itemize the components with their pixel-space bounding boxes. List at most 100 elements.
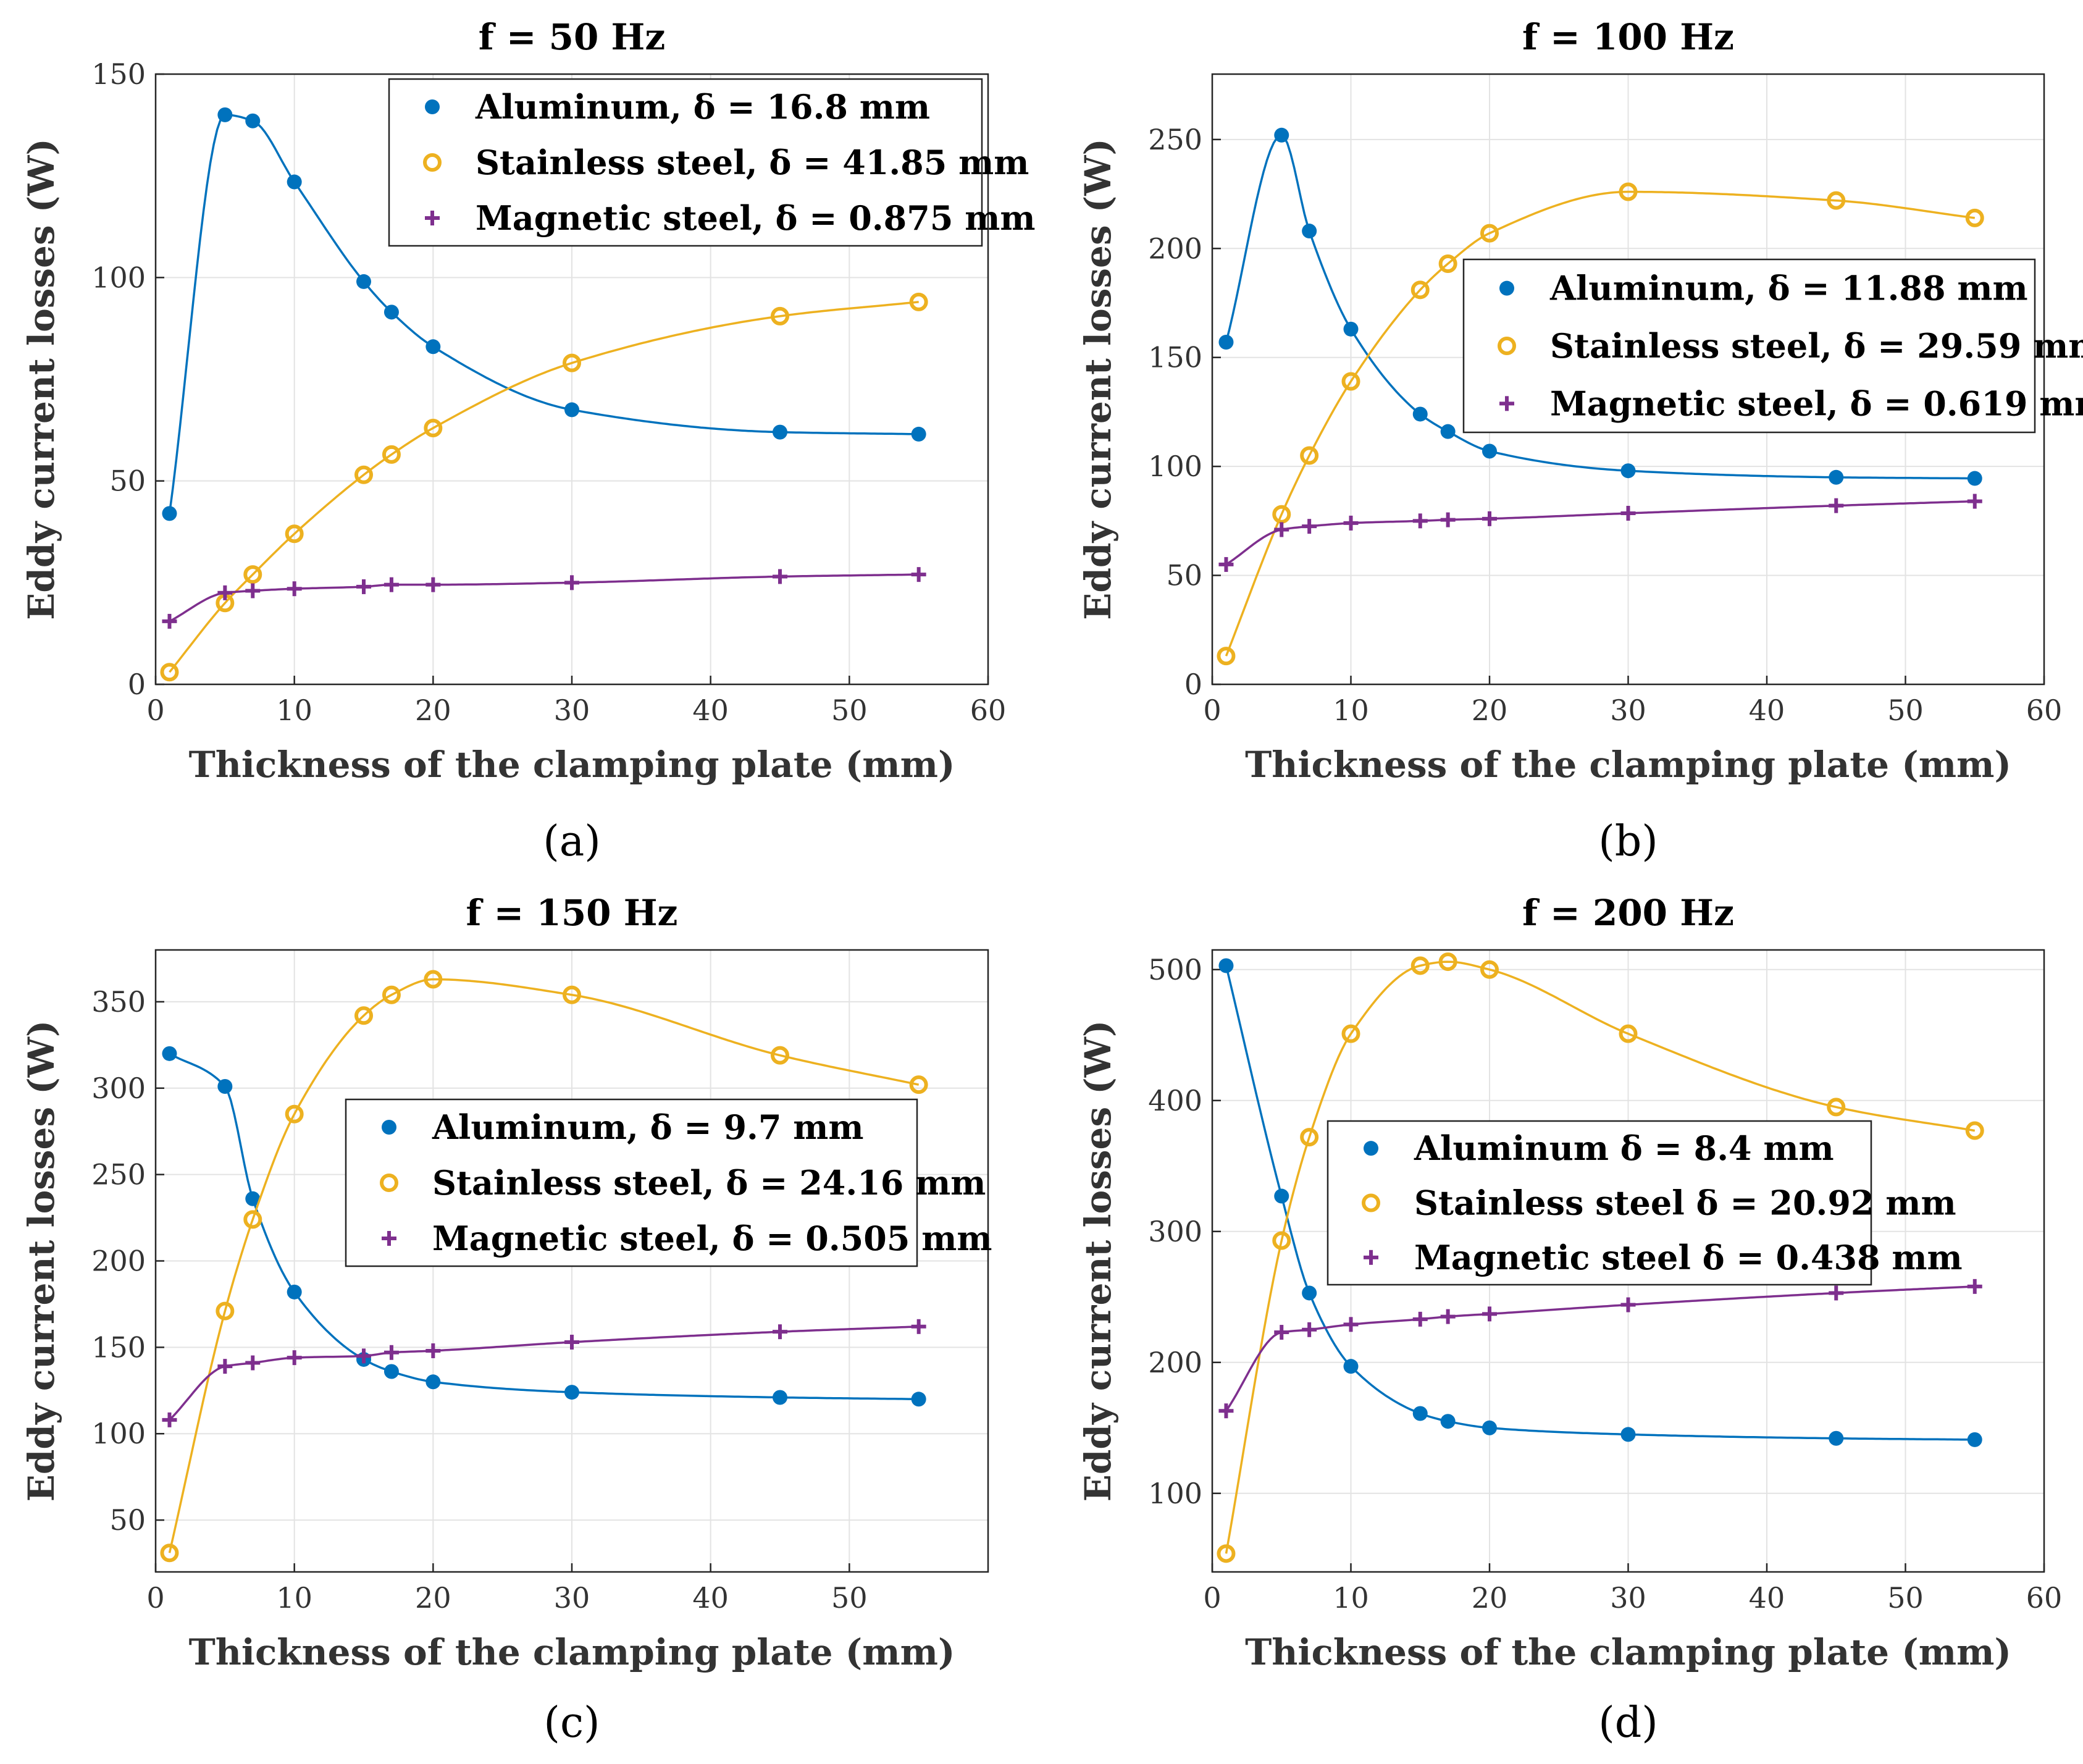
legend-marker (1362, 1193, 1380, 1212)
data-point (1482, 443, 1497, 459)
data-point (1217, 1544, 1236, 1563)
data-point (285, 524, 304, 544)
data-point (216, 1301, 235, 1321)
y-tick-label: 100 (91, 261, 146, 294)
data-point (245, 113, 261, 128)
data-point (1218, 1403, 1234, 1419)
data-point (217, 1078, 233, 1094)
chart-title: f = 100 Hz (1522, 16, 1734, 58)
legend-marker (1364, 1141, 1378, 1156)
data-point (1300, 1128, 1319, 1147)
data-point (1218, 958, 1234, 973)
y-tick-label: 300 (1148, 1215, 1202, 1248)
series-1 (160, 970, 928, 1563)
series-0 (1218, 127, 1982, 486)
legend-entry: Stainless steel, δ = 29.59 mm (1550, 326, 2083, 366)
data-point (425, 339, 441, 355)
legend-marker (423, 153, 442, 172)
data-point (1965, 208, 1984, 227)
data-point (773, 569, 787, 584)
data-point (1302, 224, 1317, 239)
legend-entry: Magnetic steel, δ = 0.875 mm (476, 198, 1035, 238)
data-point (1482, 511, 1497, 526)
x-tick-label: 20 (415, 694, 451, 727)
data-point (1412, 513, 1428, 529)
legend-box (388, 78, 983, 247)
x-tick-label: 30 (554, 694, 590, 727)
data-point (1829, 469, 1844, 485)
y-tick-label: 0 (128, 668, 146, 701)
legend: Aluminum δ = 8.4 mm Stainless steel δ = 2… (1326, 1120, 1963, 1286)
x-tick-label: 50 (1887, 1581, 1924, 1615)
data-point (911, 426, 926, 442)
data-point (217, 107, 233, 122)
series-0 (162, 107, 926, 521)
data-point (382, 985, 401, 1004)
data-point (287, 1350, 302, 1366)
series-line (1225, 960, 1976, 1554)
y-axis-label: Eddy current losses (W) (20, 138, 62, 620)
legend-box (1462, 258, 2036, 434)
data-point (424, 970, 443, 989)
data-point (162, 1412, 177, 1427)
data-point (1302, 1285, 1317, 1301)
data-point (1217, 647, 1236, 666)
x-tick-label: 10 (1333, 694, 1369, 727)
data-point (356, 274, 371, 289)
data-point (1218, 335, 1234, 350)
data-point (425, 577, 441, 592)
data-point (911, 1319, 926, 1334)
y-axis-label: Eddy current losses (W) (20, 1020, 62, 1502)
legend: Aluminum, δ = 9.7 mm Stainless steel, δ =… (345, 1098, 992, 1267)
chart-title: f = 200 Hz (1522, 892, 1734, 934)
x-tick-label: 10 (276, 694, 312, 727)
data-point (354, 465, 373, 484)
y-tick-label: 100 (1148, 1477, 1202, 1510)
legend-marker (380, 1174, 398, 1192)
data-point (1480, 224, 1499, 243)
legend-marker (425, 99, 440, 114)
data-point (382, 445, 401, 464)
legend-entry: Aluminum, δ = 11.88 mm (1549, 269, 2028, 308)
legend-entry: Stainless steel δ = 20.92 mm (1414, 1183, 1956, 1223)
data-point (383, 577, 399, 592)
data-point (245, 1191, 261, 1206)
chart-title: f = 150 Hz (466, 892, 678, 934)
x-axis-label: Thickness of the clamping plate (mm) (189, 1631, 955, 1673)
panel-label: (c) (543, 1699, 600, 1747)
data-point (1827, 191, 1846, 210)
y-tick-label: 50 (1166, 559, 1202, 592)
data-point (1302, 519, 1317, 534)
data-point (564, 1334, 579, 1350)
x-tick-label: 20 (1472, 694, 1508, 727)
data-point (1967, 1279, 1982, 1294)
data-point (1343, 1317, 1359, 1332)
data-point (1482, 1420, 1497, 1435)
y-tick-label: 100 (1148, 450, 1202, 483)
data-point (1619, 182, 1638, 201)
data-point (1620, 506, 1636, 521)
chart-title: f = 50 Hz (479, 16, 666, 58)
series-line (169, 1325, 919, 1421)
data-point (1480, 960, 1499, 979)
data-point (160, 663, 179, 682)
data-point (1482, 1306, 1497, 1322)
series-line (1225, 190, 1976, 657)
data-point (162, 1046, 177, 1061)
chart-panel-c: 0 10 20 30 40 50 50 100 150 200 250 300 350 f = 150 H… (20, 892, 992, 1747)
data-point (1440, 424, 1456, 439)
y-tick-label: 0 (1184, 668, 1202, 701)
data-point (1620, 463, 1636, 479)
data-point (773, 424, 787, 440)
panel-label: (b) (1598, 817, 1658, 866)
data-point (1440, 1309, 1456, 1324)
data-point (1274, 522, 1289, 537)
chart-panel-a: 0 10 20 30 40 50 60 0 50 100 150 f = 50 Hz Thickness… (20, 16, 1035, 866)
series-1 (1217, 952, 1984, 1563)
legend-box (1326, 1120, 1872, 1286)
x-tick-label: 30 (1610, 694, 1646, 727)
data-point (773, 1324, 787, 1340)
data-point (1272, 1231, 1291, 1250)
legend-entry: Stainless steel, δ = 24.16 mm (432, 1163, 986, 1203)
series-2 (162, 567, 926, 629)
